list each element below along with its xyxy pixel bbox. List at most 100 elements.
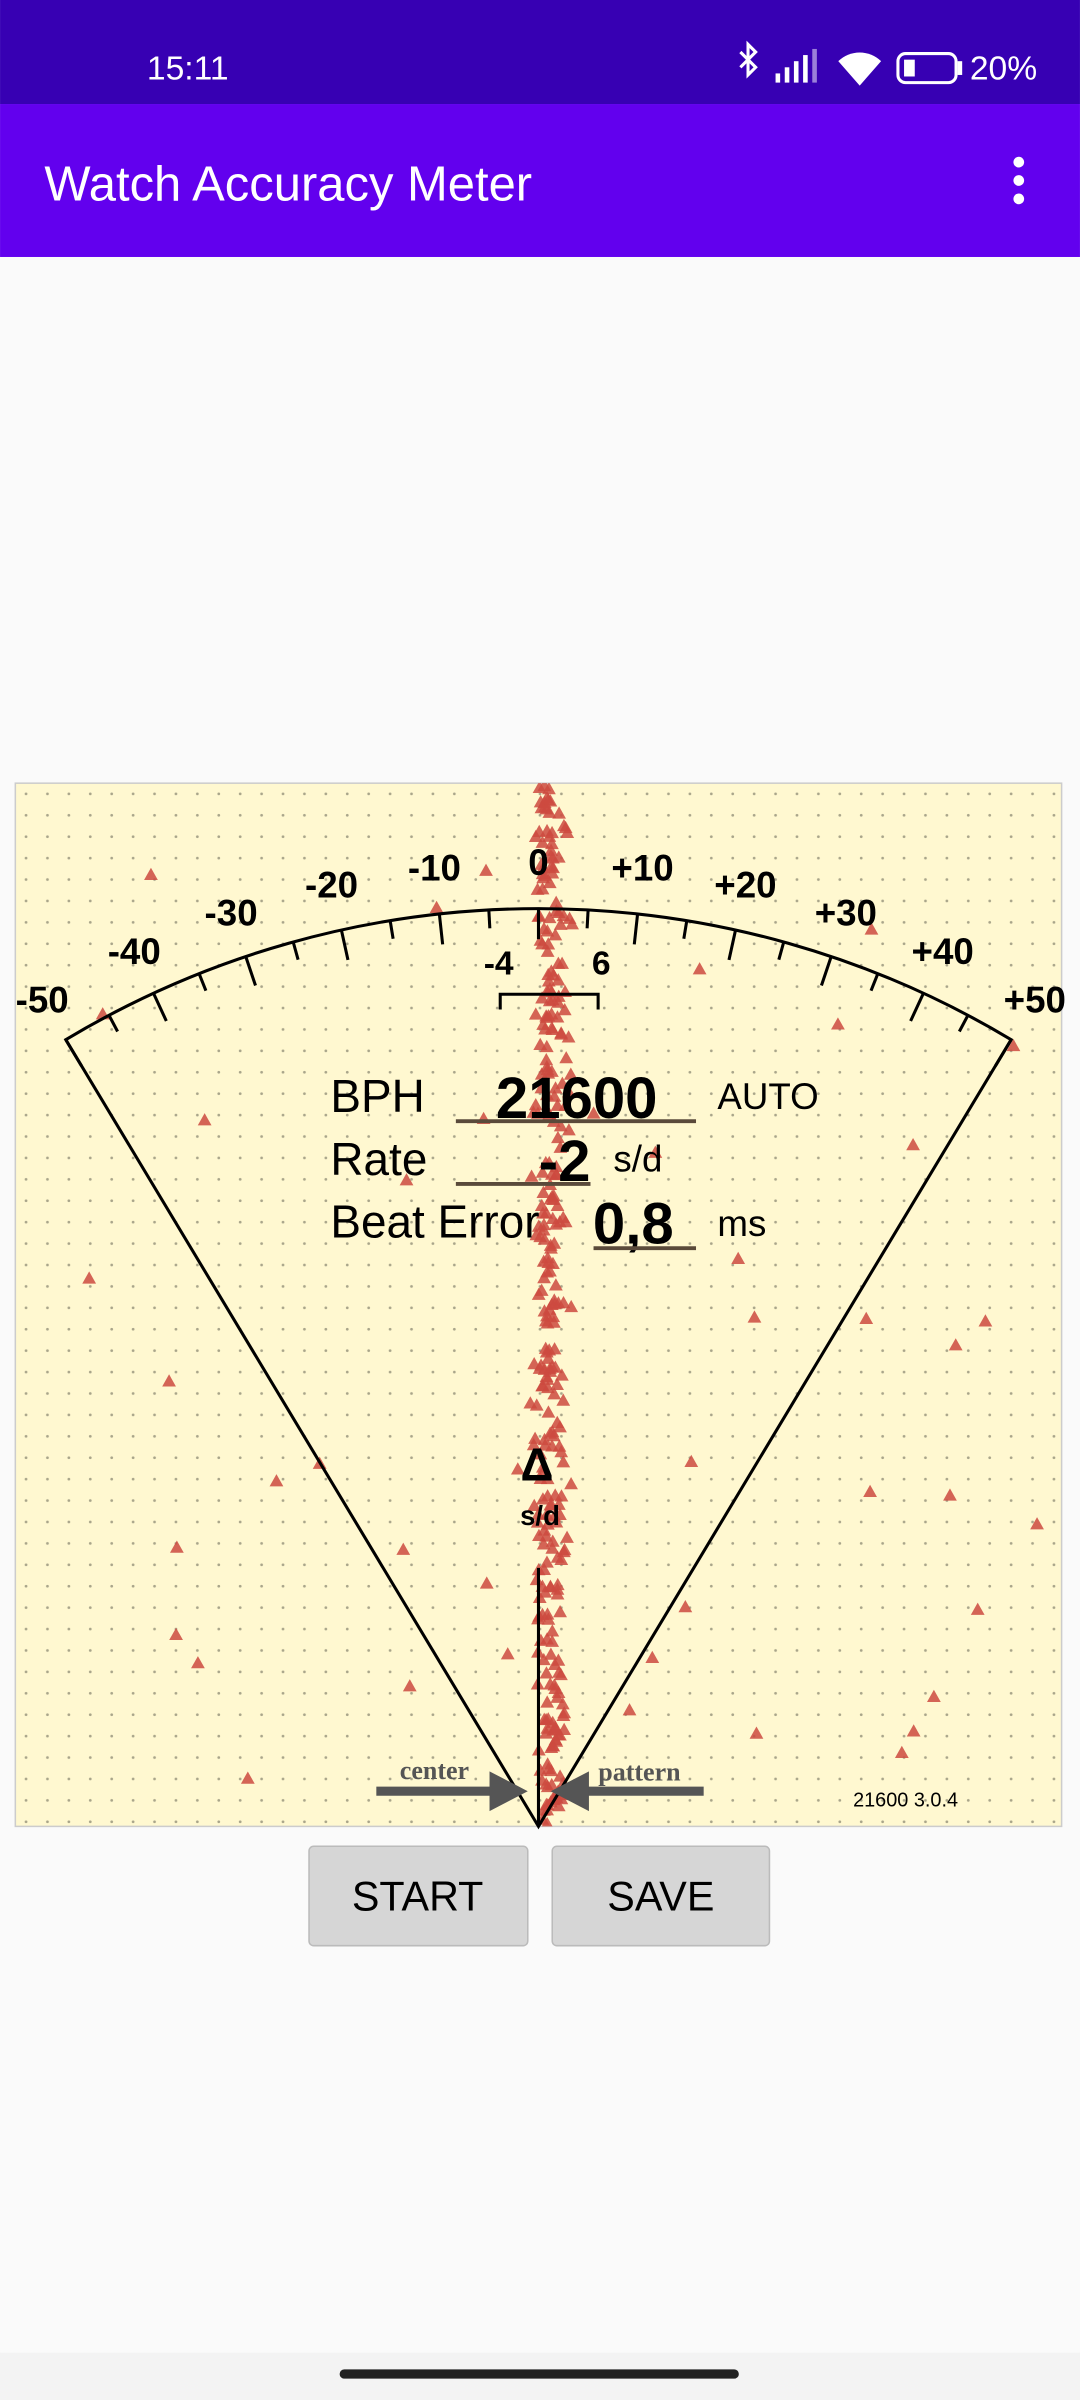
button-label[interactable]: SAVE <box>607 1874 714 1920</box>
beat-mark <box>586 1106 601 1119</box>
app-title: Watch Accuracy Meter <box>44 157 532 211</box>
beat-mark <box>562 1123 576 1136</box>
beat-mark <box>553 1140 568 1153</box>
beat-mark <box>548 1278 563 1291</box>
beat-mark <box>558 820 573 834</box>
beat-mark <box>536 1460 550 1473</box>
dial-tick <box>632 913 640 945</box>
beat-mark <box>553 917 568 930</box>
beat-mark <box>749 1726 764 1739</box>
beat-mark <box>533 1447 548 1460</box>
beat-mark <box>524 1169 539 1182</box>
beat-error-value: 0,8 <box>593 1192 674 1257</box>
beat-mark <box>556 1210 571 1223</box>
beat-mark <box>544 1647 558 1660</box>
beat-mark <box>557 1002 572 1016</box>
beat-mark <box>554 1368 569 1381</box>
beat-mark <box>197 1113 212 1126</box>
beat-mark <box>547 1342 562 1355</box>
beat-mark <box>535 1378 550 1392</box>
beat-mark <box>555 956 569 969</box>
beat-mark <box>402 1679 417 1692</box>
beat-mark <box>542 910 557 924</box>
beat-mark <box>540 1471 555 1485</box>
start-button[interactable]: START <box>308 1845 529 1947</box>
beat-mark <box>943 1488 957 1501</box>
beat-mark <box>545 1534 560 1547</box>
overflow-menu[interactable] <box>1013 156 1025 205</box>
beat-mark <box>540 1632 554 1645</box>
beat-mark <box>162 1374 176 1387</box>
beat-mark <box>532 1361 547 1374</box>
app-bar <box>0 104 1080 257</box>
beat-mark <box>536 861 550 874</box>
button-label[interactable]: START <box>352 1874 484 1920</box>
mode: AUTO <box>717 1076 818 1117</box>
center-label: center <box>400 1756 469 1785</box>
beat-mark <box>550 1587 565 1600</box>
beat-mark <box>540 790 554 803</box>
needle-symbol: Δ <box>520 1439 553 1491</box>
rate-unit: s/d <box>613 1139 662 1180</box>
beat-mark <box>523 1396 538 1409</box>
beat-mark <box>527 1498 542 1511</box>
dial-tick <box>819 956 833 987</box>
beat-mark <box>622 1703 637 1716</box>
dial-tick <box>64 1038 83 1067</box>
beat-mark <box>540 1316 555 1329</box>
beat-mark <box>541 1255 556 1269</box>
beat-mark <box>545 1541 560 1554</box>
beat-mark <box>528 1097 543 1111</box>
beat-mark <box>561 1030 576 1043</box>
scale-label: +10 <box>611 848 673 889</box>
beat-error-unit: ms <box>717 1203 766 1244</box>
beat-mark <box>559 1051 574 1064</box>
scale-label: +20 <box>714 864 776 905</box>
dial-tick <box>107 1014 119 1033</box>
beat-mark <box>543 1264 557 1277</box>
beat-mark <box>552 806 566 819</box>
dial-tick <box>957 1014 970 1033</box>
rate-label: Rate <box>330 1133 427 1185</box>
beat-mark <box>906 1137 920 1151</box>
beat-mark <box>539 1052 554 1066</box>
beat-mark <box>534 1081 549 1094</box>
beat-mark <box>540 1517 555 1530</box>
scale-label: -50 <box>16 980 69 1021</box>
dial-tick <box>994 1038 1013 1067</box>
beat-mark <box>549 1167 564 1180</box>
save-button[interactable]: SAVE <box>551 1845 771 1947</box>
beat-mark <box>533 933 548 946</box>
beat-mark <box>747 1310 762 1323</box>
dial-tick <box>388 920 395 940</box>
pattern-label: pattern <box>598 1757 681 1786</box>
beat-error-label: Beat Error <box>330 1195 539 1247</box>
beat-mark <box>859 1311 874 1324</box>
beat-mark <box>529 1572 544 1586</box>
beat-mark <box>536 1185 551 1198</box>
status-icons <box>739 40 963 86</box>
beat-mark <box>548 928 563 941</box>
beat-mark <box>544 1497 559 1510</box>
underlines <box>455 1119 697 1251</box>
beat-mark <box>545 851 560 864</box>
beat-mark <box>535 991 549 1004</box>
beat-mark <box>537 1217 551 1231</box>
beat-mark <box>542 875 557 889</box>
dial-tick <box>437 913 445 945</box>
beat-mark <box>547 1678 562 1691</box>
beat-mark <box>537 1712 552 1725</box>
beat-mark <box>894 1745 909 1758</box>
scale-label: +40 <box>912 931 974 972</box>
beat-mark <box>551 1798 566 1812</box>
status-bar <box>0 0 1080 105</box>
beat-mark <box>240 1771 255 1784</box>
beat-mark <box>550 1377 564 1391</box>
beat-mark <box>537 1270 551 1284</box>
beat-mark <box>169 1540 184 1553</box>
beat-mark <box>537 1304 552 1317</box>
home-indicator <box>339 2369 739 2379</box>
beat-mark <box>648 1145 663 1158</box>
beat-mark <box>551 1653 566 1666</box>
beat-mark <box>553 1119 568 1132</box>
